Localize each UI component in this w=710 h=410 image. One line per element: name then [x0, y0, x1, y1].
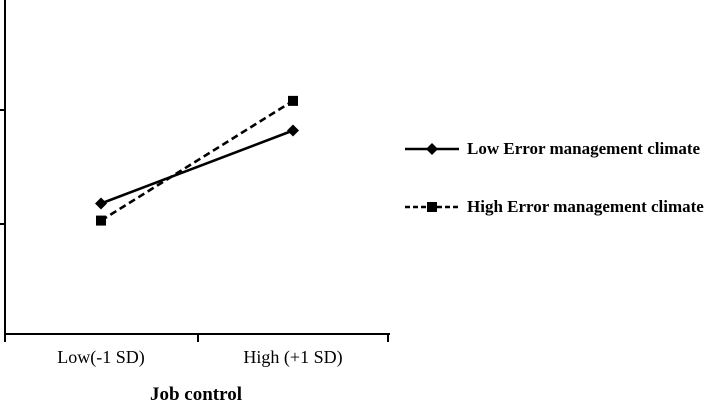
legend-item-low-emc: Low Error management climate [404, 137, 704, 161]
dashed-line-square-marker-icon [405, 202, 459, 212]
legend: Low Error management climate High Error … [404, 137, 704, 219]
legend-label-high-emc: High Error management climate [467, 197, 704, 216]
diamond-marker-0-1 [287, 124, 299, 137]
legend-label-low-emc: Low Error management climate [467, 139, 701, 158]
x-tick-label-low: Low(-1 SD) [57, 347, 145, 367]
solid-line-diamond-marker-icon [405, 143, 459, 155]
diamond-marker-0-0 [95, 197, 107, 210]
legend-item-high-emc: High Error management climate [404, 195, 704, 219]
series-line-1 [100, 99, 294, 222]
square-marker-1-0 [96, 215, 106, 226]
x-tick-label-high: High (+1 SD) [243, 347, 343, 367]
x-axis-title: Job control [149, 384, 243, 405]
square-marker-1-1 [288, 95, 298, 106]
series-line-0 [100, 129, 294, 205]
